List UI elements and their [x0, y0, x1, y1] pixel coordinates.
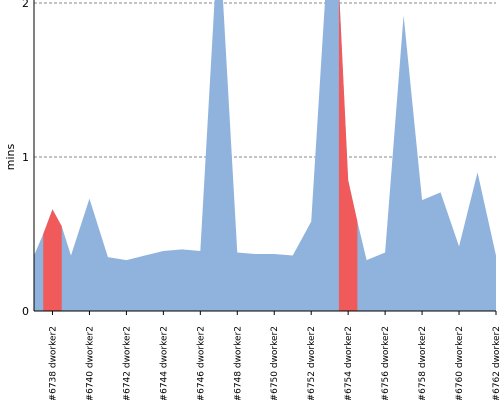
x-tick-label: #6740 dworker2 — [85, 326, 95, 400]
x-tick-label: #6744 dworker2 — [159, 326, 169, 400]
x-tick-label: #6756 dworker2 — [381, 326, 391, 400]
x-tick-label: #6750 dworker2 — [270, 326, 280, 400]
x-tick-label: #6754 dworker2 — [344, 326, 354, 400]
x-tick-label: #6738 dworker2 — [48, 326, 58, 400]
failed-build-area — [43, 209, 62, 311]
x-tick-label: #6748 dworker2 — [233, 326, 243, 400]
x-tick-label: #6742 dworker2 — [122, 326, 132, 400]
x-tick-label: #6752 dworker2 — [307, 326, 317, 400]
y-tick-label: 0 — [22, 305, 29, 318]
plot-area — [34, 0, 496, 311]
duration-area — [34, 0, 496, 311]
y-axis-label: mins — [4, 143, 17, 170]
failed-build-area — [338, 0, 358, 311]
x-tick-label: #6760 dworker2 — [455, 326, 465, 400]
y-tick-label: 1 — [22, 151, 29, 164]
x-tick-label: #6762 dworker2 — [492, 326, 500, 400]
y-tick-label: 2 — [22, 0, 29, 10]
x-tick-label: #6746 dworker2 — [196, 326, 206, 400]
x-tick-label: #6758 dworker2 — [418, 326, 428, 400]
